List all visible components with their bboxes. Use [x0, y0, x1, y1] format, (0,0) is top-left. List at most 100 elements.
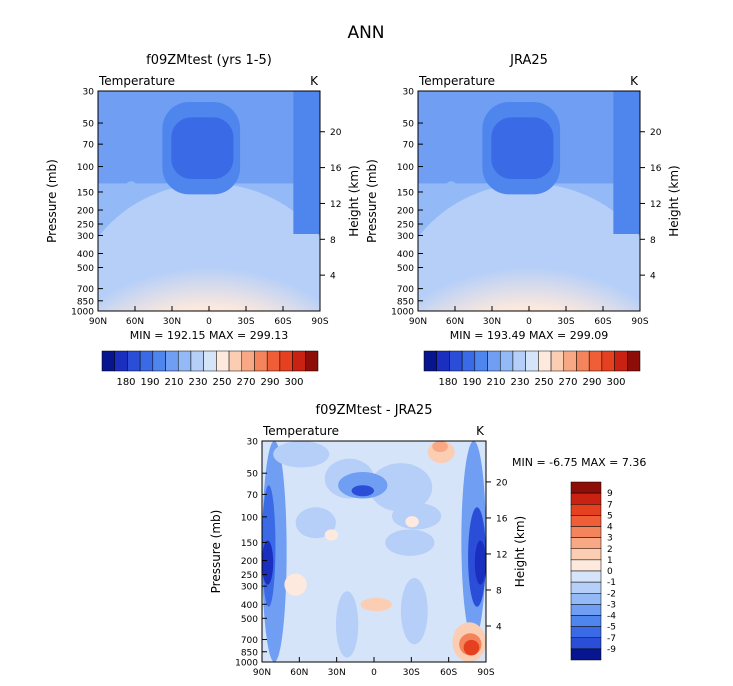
- latitude-tick-label: 0: [526, 317, 532, 327]
- colorbar-swatch: [570, 548, 602, 561]
- height-tick-label: 16: [330, 164, 342, 174]
- anomaly-contour: [360, 597, 392, 612]
- height-axis-label: Height (km): [513, 516, 527, 587]
- latitude-tick-label: 90N: [89, 317, 107, 327]
- colorbar-swatch: [570, 581, 602, 594]
- colorbar-swatch: [570, 604, 602, 616]
- warm-patch: [124, 181, 138, 199]
- colorbar-label: 180: [438, 377, 457, 388]
- pressure-tick-label: 300: [77, 232, 94, 242]
- pressure-tick-label: 30: [403, 88, 415, 98]
- colorbar-label: -7: [607, 634, 616, 644]
- latitude-tick-label: 60S: [440, 668, 457, 678]
- figure-title: ANN: [347, 23, 384, 43]
- colorbar-swatch: [588, 350, 603, 372]
- pressure-tick-label: 70: [403, 141, 415, 151]
- colorbar-swatch: [570, 637, 602, 650]
- height-tick-label: 12: [650, 200, 661, 210]
- latitude-tick-label: 60S: [274, 317, 291, 327]
- latitude-tick-label: 90N: [409, 317, 427, 327]
- colorbar-swatch: [570, 526, 602, 538]
- colorbar-label: 180: [116, 377, 135, 388]
- colorbar-label: 0: [607, 567, 613, 577]
- colorbar-label: 210: [164, 377, 183, 388]
- colorbar-swatch: [474, 350, 488, 372]
- pressure-tick-label: 850: [397, 297, 414, 307]
- tropical-warm-core: [418, 212, 640, 311]
- pressure-tick-label: 1000: [235, 659, 258, 669]
- colorbar-swatch: [570, 648, 602, 661]
- anomaly-contour: [432, 441, 448, 453]
- colorbar-swatch: [570, 593, 602, 605]
- panel-title: JRA25: [509, 53, 548, 68]
- tropical-warm-core: [98, 212, 320, 311]
- pressure-tick-label: 700: [241, 636, 258, 646]
- colorbar-label: 230: [188, 377, 207, 388]
- colorbar-swatch: [114, 350, 128, 372]
- latitude-tick-label: 30S: [557, 317, 574, 327]
- colorbar-label: 290: [582, 377, 601, 388]
- pressure-tick-label: 50: [403, 120, 415, 130]
- pressure-tick-label: 50: [247, 470, 259, 480]
- colorbar-swatch: [538, 350, 552, 372]
- height-tick-label: 4: [330, 272, 336, 282]
- colorbar-swatch: [254, 350, 268, 372]
- pressure-tick-label: 30: [83, 88, 95, 98]
- colorbar-swatch: [101, 350, 115, 372]
- pressure-tick-label: 700: [77, 285, 94, 295]
- pressure-tick-label: 300: [241, 583, 258, 593]
- colorbar-label: -5: [607, 623, 616, 633]
- height-tick-label: 20: [496, 478, 508, 488]
- pressure-tick-label: 300: [397, 232, 414, 242]
- latitude-tick-label: 60N: [126, 317, 144, 327]
- latitude-tick-label: 30N: [483, 317, 501, 327]
- height-tick-label: 4: [496, 622, 502, 632]
- colorbar-swatch: [305, 350, 319, 372]
- pressure-tick-label: 200: [77, 207, 94, 217]
- height-tick-label: 8: [330, 236, 336, 246]
- pressure-tick-label: 200: [397, 207, 414, 217]
- latitude-tick-label: 0: [206, 317, 212, 327]
- colorbar-label: 250: [534, 377, 553, 388]
- colorbar-label: 250: [212, 377, 231, 388]
- anomaly-contour: [295, 507, 336, 539]
- colorbar-swatch: [570, 570, 602, 583]
- pressure-tick-label: 30: [247, 438, 259, 448]
- colorbar-swatch: [292, 350, 306, 372]
- colorbar-swatch: [165, 350, 179, 372]
- latitude-tick-label: 60S: [594, 317, 611, 327]
- polar-cold: [613, 91, 640, 234]
- height-tick-label: 20: [330, 128, 342, 138]
- stats-text: MIN = 193.49 MAX = 299.09: [450, 329, 608, 342]
- colorbar-label: -2: [607, 589, 616, 599]
- height-tick-label: 16: [650, 164, 662, 174]
- colorbar-label: 3: [607, 534, 613, 544]
- colorbar-label: -3: [607, 600, 616, 610]
- colorbar-swatch: [216, 350, 230, 372]
- colorbar-label: 300: [284, 377, 303, 388]
- colorbar-swatch: [152, 350, 166, 372]
- colorbar-label: 190: [462, 377, 481, 388]
- latitude-tick-label: 60N: [290, 668, 308, 678]
- height-tick-label: 8: [650, 236, 656, 246]
- units-label: K: [476, 424, 485, 438]
- height-tick-label: 16: [496, 514, 508, 524]
- colorbar-swatch: [550, 350, 565, 372]
- variable-label: Temperature: [262, 424, 339, 438]
- colorbar-swatch: [449, 350, 463, 372]
- colorbar-swatch: [127, 350, 141, 372]
- anomaly-contour: [474, 540, 486, 585]
- colorbar-swatch: [487, 350, 501, 372]
- colorbar-swatch: [570, 492, 602, 505]
- anomaly-contour: [400, 578, 428, 645]
- colorbar-label: -1: [607, 578, 616, 588]
- latitude-tick-label: 60N: [446, 317, 464, 327]
- height-tick-label: 12: [330, 200, 341, 210]
- panel-title: f09ZMtest - JRA25: [316, 403, 433, 418]
- units-label: K: [310, 74, 319, 88]
- anomaly-contour: [273, 441, 330, 468]
- colorbar-swatch: [190, 350, 204, 372]
- cold-core: [491, 117, 554, 179]
- colorbar-swatch: [139, 350, 154, 372]
